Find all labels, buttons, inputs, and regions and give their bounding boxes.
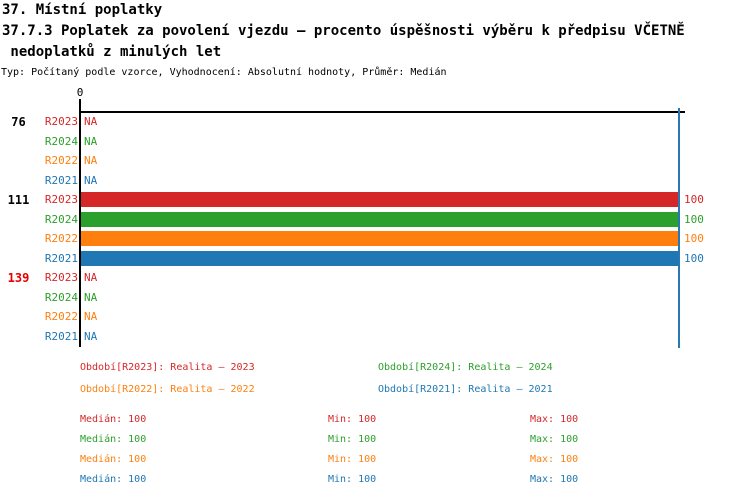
bar-r2024 (81, 211, 678, 227)
series-label: R2021 (44, 173, 78, 187)
series-label: R2022 (44, 310, 78, 324)
bar-r2023 (81, 192, 678, 208)
bar-value-label: 100 (684, 232, 704, 246)
bar-r2021 (81, 250, 678, 266)
legend-item: Období[R2023]: Realita – 2023 (80, 362, 255, 373)
series-label: R2023 (44, 115, 78, 129)
chart-row: R2022 NA (0, 307, 750, 327)
series-label: R2024 (44, 134, 78, 148)
max-cell: Max: 100 (530, 434, 579, 445)
na-label: NA (84, 310, 98, 324)
x-axis-line (79, 111, 685, 113)
chart-row: 76 R2023 NA (0, 112, 750, 132)
max-cell: Max: 100 (530, 454, 579, 465)
group-label: 139 (7, 271, 30, 286)
min-cell: Min: 100 (328, 434, 377, 445)
na-label: NA (84, 329, 98, 343)
series-label: R2022 (44, 154, 78, 168)
legend-item: Období[R2022]: Realita – 2022 (80, 384, 255, 395)
legend: Období[R2023]: Realita – 2023 Období[R202… (80, 362, 553, 396)
y-axis-line (79, 99, 81, 347)
stats-table: Medián: 100 Min: 100 Max: 100 Medián: 100 Mi… (80, 414, 578, 486)
series-label: R2023 (44, 193, 78, 207)
chart-row: R2022 NA (0, 151, 750, 171)
chart-row: R2024 100 (0, 210, 750, 230)
chart-row: R2024 NA (0, 288, 750, 308)
chart-row: R2021 NA (0, 327, 750, 347)
chart-row: 139 R2023 NA (0, 268, 750, 288)
max-cell: Max: 100 (530, 414, 579, 425)
median-cell: Medián: 100 (80, 414, 147, 425)
reference-line-100 (678, 108, 680, 348)
series-label: R2021 (44, 251, 78, 265)
chart-row: R2021 100 (0, 249, 750, 269)
median-cell: Medián: 100 (80, 454, 147, 465)
na-label: NA (84, 134, 98, 148)
series-label: R2021 (44, 329, 78, 343)
min-cell: Min: 100 (328, 414, 377, 425)
x-axis-tick-label: 0 (76, 86, 84, 99)
legend-item: Období[R2021]: Realita – 2021 (378, 384, 553, 395)
series-label: R2024 (44, 290, 78, 304)
chart-row: R2021 NA (0, 171, 750, 191)
min-cell: Min: 100 (328, 474, 377, 485)
min-cell: Min: 100 (328, 454, 377, 465)
chart-row: 111 R2023 100 (0, 190, 750, 210)
na-label: NA (84, 173, 98, 187)
series-label: R2023 (44, 271, 78, 285)
bar-value-label: 100 (684, 212, 704, 226)
page-title: 37. Místní poplatky (2, 2, 163, 18)
median-cell: Medián: 100 (80, 434, 147, 445)
na-label: NA (84, 271, 98, 285)
na-label: NA (84, 115, 98, 129)
chart-subtitle-line2: nedoplatků z minulých let (2, 44, 222, 60)
chart-subtitle-line1: 37.7.3 Poplatek za povolení vjezdu – pro… (2, 23, 685, 39)
group-label: 111 (7, 193, 30, 208)
max-cell: Max: 100 (530, 474, 579, 485)
chart-row: R2022 100 (0, 229, 750, 249)
bar-r2022 (81, 231, 678, 247)
series-label: R2024 (44, 212, 78, 226)
group-label: 76 (11, 115, 26, 130)
chart-row: R2024 NA (0, 132, 750, 152)
legend-item: Období[R2024]: Realita – 2024 (378, 362, 553, 373)
median-cell: Medián: 100 (80, 474, 147, 485)
na-label: NA (84, 290, 98, 304)
bar-value-label: 100 (684, 193, 704, 207)
na-label: NA (84, 154, 98, 168)
chart-meta-line: Typ: Počítaný podle vzorce, Vyhodnocení:… (1, 67, 447, 78)
bar-value-label: 100 (684, 251, 704, 265)
series-label: R2022 (44, 232, 78, 246)
